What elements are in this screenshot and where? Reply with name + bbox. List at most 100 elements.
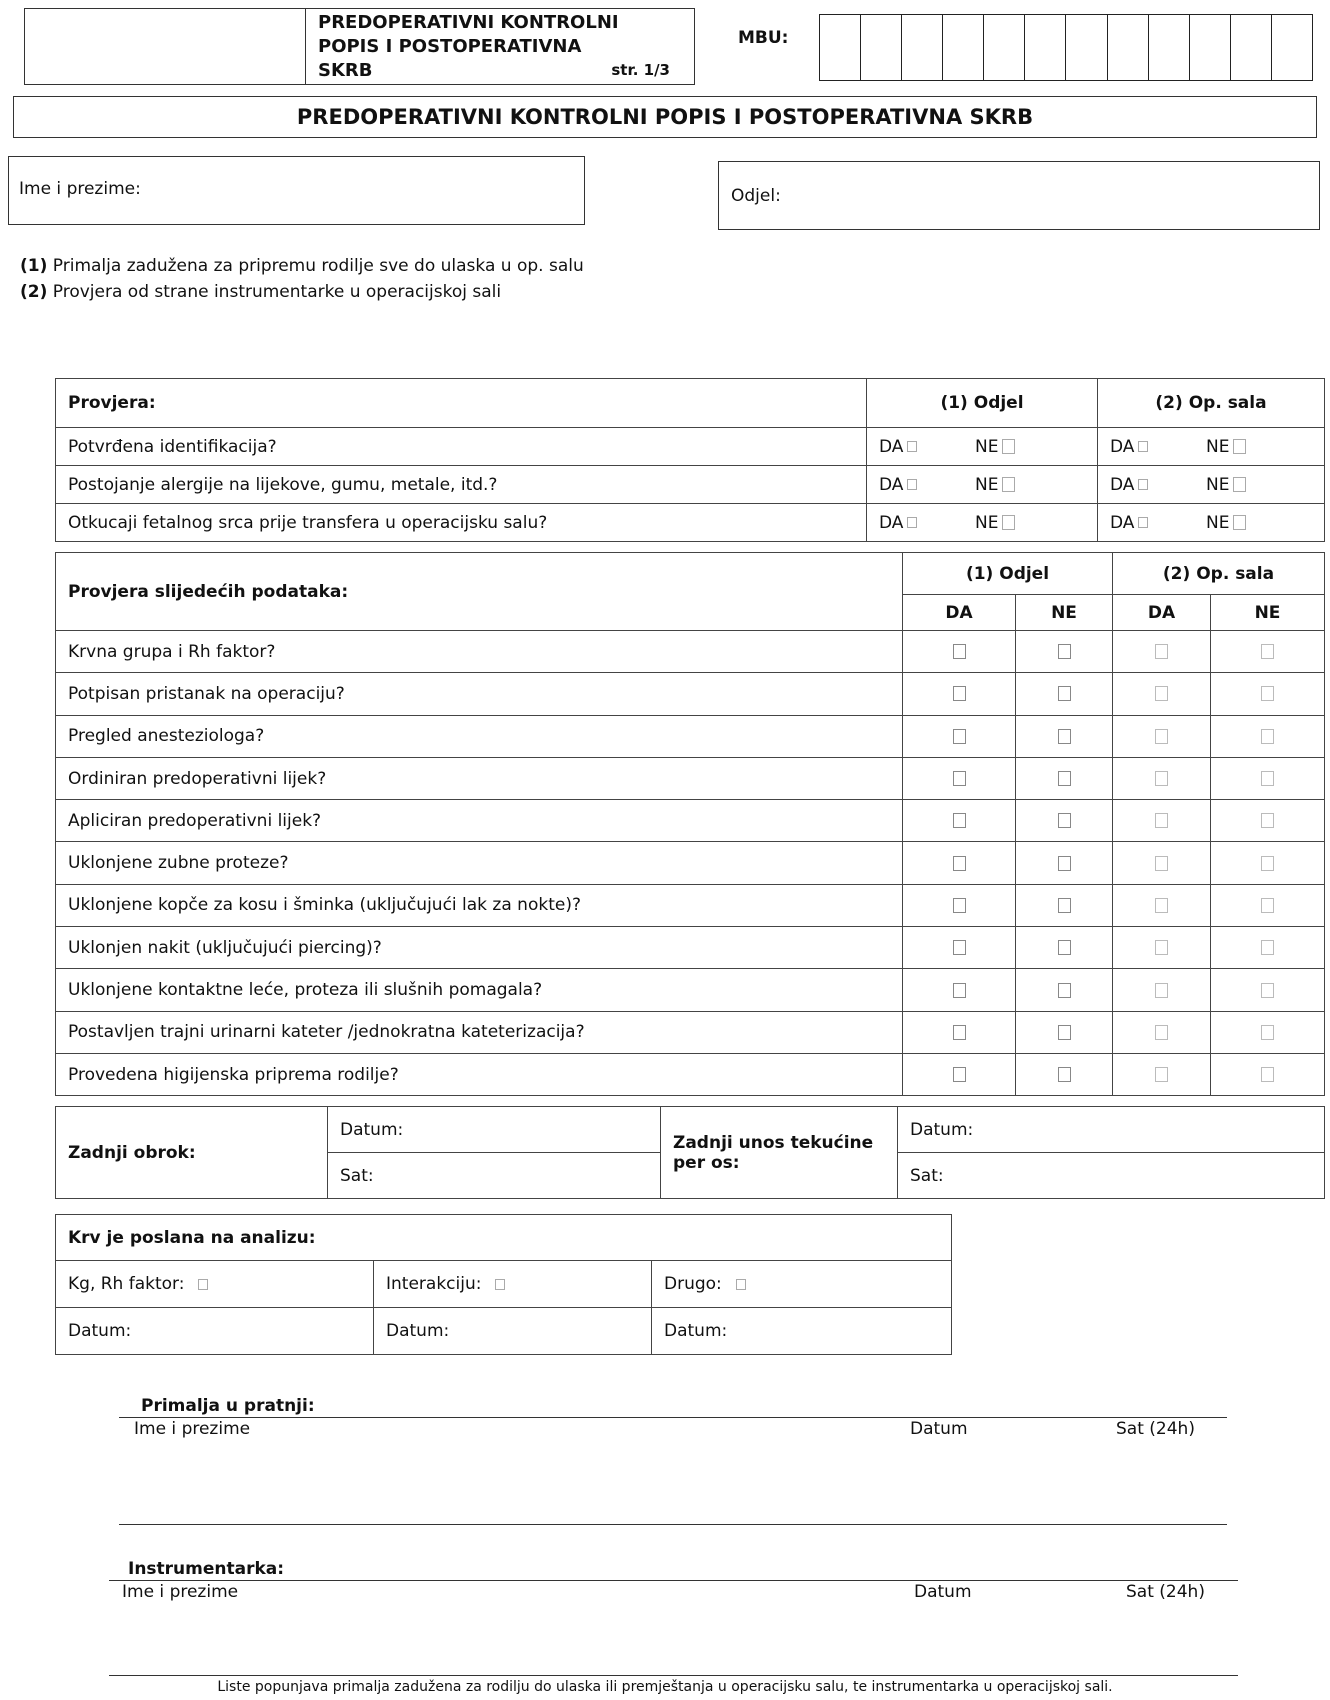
meal-time-field[interactable]: Sat: <box>327 1152 661 1199</box>
meal-date-field[interactable]: Datum: <box>327 1106 661 1153</box>
checkbox[interactable] <box>1057 644 1071 660</box>
checkbox[interactable] <box>1261 813 1274 829</box>
mbu-cell[interactable] <box>1147 15 1189 80</box>
checkbox[interactable] <box>952 686 966 702</box>
checkbox[interactable] <box>1057 855 1071 871</box>
ne-checkbox[interactable] <box>1233 515 1247 530</box>
col-department: (1) Odjel <box>866 378 1098 428</box>
checkbox[interactable] <box>1057 897 1071 913</box>
date-field[interactable]: Datum: <box>651 1307 952 1355</box>
checkbox[interactable] <box>735 1278 746 1290</box>
date-field[interactable]: Datum: <box>55 1307 374 1355</box>
checkbox[interactable] <box>952 897 966 913</box>
mbu-cell[interactable] <box>1024 15 1065 80</box>
da-checkbox[interactable] <box>1138 441 1149 452</box>
date-field[interactable]: Datum: <box>373 1307 652 1355</box>
last-fluid-label: Zadnji unos tekućine per os: <box>660 1106 898 1199</box>
checkbox[interactable] <box>1057 728 1071 744</box>
table-row: Pregled anesteziologa? <box>55 714 1325 758</box>
checkbox[interactable] <box>952 1067 966 1083</box>
patient-name-field[interactable]: Ime i prezime: <box>8 156 585 225</box>
checkbox[interactable] <box>1057 982 1071 998</box>
checkbox[interactable] <box>1261 982 1274 998</box>
department-field[interactable]: Odjel: <box>718 161 1320 230</box>
mbu-cell[interactable] <box>983 15 1024 80</box>
checkbox[interactable] <box>952 813 966 829</box>
checkbox[interactable] <box>1155 1024 1168 1040</box>
checkbox[interactable] <box>1057 940 1071 956</box>
checkbox[interactable] <box>952 982 966 998</box>
checkbox[interactable] <box>1261 1024 1274 1040</box>
checkbox[interactable] <box>952 1024 966 1040</box>
row-label: Uklonjene kontaktne leće, proteza ili sl… <box>55 968 903 1012</box>
fluid-date-field[interactable]: Datum: <box>897 1106 1325 1153</box>
mbu-cell[interactable] <box>1229 15 1271 80</box>
table-row: Potpisan pristanak na operaciju? <box>55 672 1325 716</box>
ne-checkbox[interactable] <box>1002 439 1016 454</box>
checkbox[interactable] <box>1155 771 1168 787</box>
mbu-cell[interactable] <box>942 15 983 80</box>
ne-checkbox[interactable] <box>1233 439 1247 454</box>
checkbox[interactable] <box>952 644 966 660</box>
other-item[interactable]: Drugo: <box>651 1260 952 1308</box>
ne-checkbox[interactable] <box>1002 515 1016 530</box>
header-title-line: SKRB <box>318 60 373 81</box>
checkbox[interactable] <box>495 1278 506 1290</box>
checkbox[interactable] <box>1155 982 1168 998</box>
col-da: DA <box>1112 594 1211 631</box>
mbu-cell[interactable] <box>1270 15 1312 80</box>
blood-group-item[interactable]: Kg, Rh faktor: <box>55 1260 374 1308</box>
row-label: Ordiniran predoperativni lijek? <box>55 756 903 801</box>
header-title-box: PREDOPERATIVNI KONTROLNI POPIS I POSTOPE… <box>305 8 695 85</box>
mbu-cell[interactable] <box>860 15 901 80</box>
checkbox[interactable] <box>1261 644 1274 660</box>
checkbox[interactable] <box>1155 644 1168 660</box>
checkbox[interactable] <box>1155 855 1168 871</box>
checkbox[interactable] <box>1261 855 1274 871</box>
da-checkbox[interactable] <box>907 479 918 490</box>
ne-checkbox[interactable] <box>1233 477 1247 492</box>
da-checkbox[interactable] <box>1138 517 1149 528</box>
da-checkbox[interactable] <box>1138 479 1149 490</box>
checkbox[interactable] <box>1057 1067 1071 1083</box>
mbu-cell[interactable] <box>820 15 860 80</box>
checkbox[interactable] <box>1155 1067 1168 1083</box>
checkbox[interactable] <box>1261 686 1274 702</box>
checkbox[interactable] <box>1057 1024 1071 1040</box>
checkbox[interactable] <box>1155 728 1168 744</box>
checkbox[interactable] <box>952 771 966 787</box>
mbu-cell[interactable] <box>1106 15 1148 80</box>
checkbox[interactable] <box>198 1278 209 1290</box>
midwife-signature-line[interactable] <box>119 1524 1227 1525</box>
data-check-table: Provjera slijedećih podataka: (1) Odjel (2… <box>55 552 1325 1097</box>
mbu-cell[interactable] <box>1065 15 1106 80</box>
checkbox[interactable] <box>952 940 966 956</box>
checkbox[interactable] <box>1155 813 1168 829</box>
interaction-item[interactable]: Interakciju: <box>373 1260 652 1308</box>
table-row: Postojanje alergije na lijekove, gumu, m… <box>55 465 1325 504</box>
identity-check-table: Provjera: (1) Odjel (2) Op. sala Potvrđena … <box>55 378 1325 542</box>
checkbox[interactable] <box>1057 813 1071 829</box>
checkbox[interactable] <box>1057 686 1071 702</box>
checkbox[interactable] <box>1261 940 1274 956</box>
nurse-signature-line[interactable] <box>109 1675 1238 1676</box>
checkbox[interactable] <box>952 855 966 871</box>
fluid-time-field[interactable]: Sat: <box>897 1152 1325 1199</box>
ne-checkbox[interactable] <box>1002 477 1016 492</box>
da-checkbox[interactable] <box>907 441 918 452</box>
table-row: Otkucaji fetalnog srca prije transfera u… <box>55 503 1325 542</box>
table-row: Uklonjen nakit (uključujući piercing)? <box>55 926 1325 970</box>
da-checkbox[interactable] <box>907 517 918 528</box>
checkbox[interactable] <box>1155 940 1168 956</box>
col-ne: NE <box>1210 594 1325 631</box>
checkbox[interactable] <box>952 728 966 744</box>
mbu-cell[interactable] <box>1188 15 1230 80</box>
checkbox[interactable] <box>1155 686 1168 702</box>
checkbox[interactable] <box>1261 771 1274 787</box>
checkbox[interactable] <box>1155 897 1168 913</box>
checkbox[interactable] <box>1261 897 1274 913</box>
checkbox[interactable] <box>1261 728 1274 744</box>
checkbox[interactable] <box>1057 771 1071 787</box>
checkbox[interactable] <box>1261 1067 1274 1083</box>
mbu-cell[interactable] <box>901 15 942 80</box>
